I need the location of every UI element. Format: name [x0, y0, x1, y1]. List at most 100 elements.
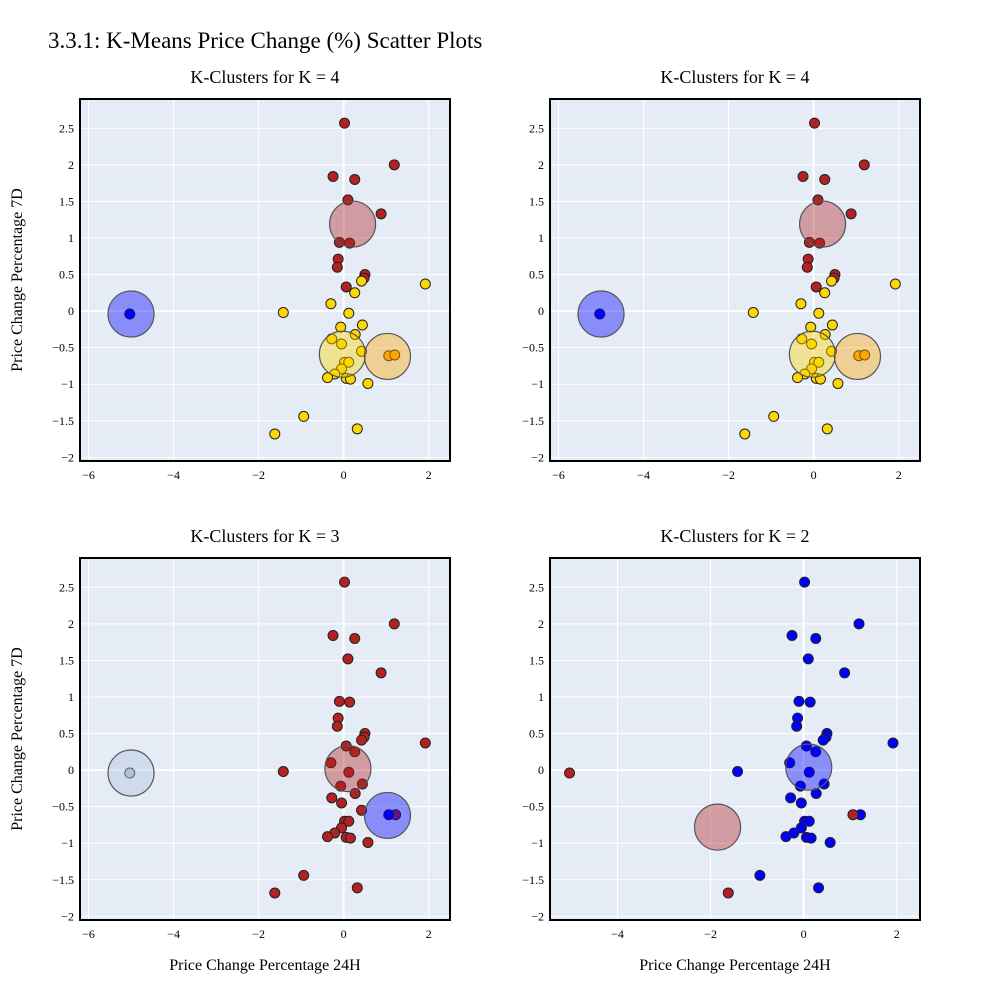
y-tick-label: 0: [538, 763, 544, 777]
x-tick-label: −6: [82, 468, 95, 482]
subplot-2: −6 −4 −2 0 2 −2 −1.5 −1 −0.5 0 0.5 1 1.5 2 2.5 K-Cluste…: [522, 67, 921, 482]
data-point: [810, 632, 822, 644]
y-tick-label: 0: [538, 304, 544, 318]
data-point: [343, 307, 355, 319]
y-tick-label: 0: [68, 763, 74, 777]
data-point: [343, 766, 355, 778]
data-point: [356, 319, 368, 331]
plot-area: [550, 99, 920, 461]
x-tick-label: 2: [426, 468, 432, 482]
y-tick-label: 0.5: [529, 727, 544, 741]
data-point: [813, 307, 825, 319]
data-point: [839, 667, 851, 679]
y-tick-label: 0.5: [59, 727, 74, 741]
y-tick-label: 1: [68, 231, 74, 245]
data-point: [336, 338, 348, 350]
data-point: [331, 720, 343, 732]
cluster-centroid: [324, 745, 372, 793]
x-tick-label: 2: [894, 927, 900, 941]
y-tick-label: 0.5: [529, 268, 544, 282]
data-point: [351, 882, 363, 894]
cluster-centroid: [318, 330, 367, 378]
data-point: [388, 618, 400, 630]
subplot-title: K-Clusters for K = 3: [190, 526, 339, 546]
data-point: [803, 815, 815, 827]
plot-area: [80, 99, 450, 461]
data-point: [389, 349, 401, 361]
data-point: [805, 832, 817, 844]
plot-frame: [549, 98, 921, 462]
data-point: [768, 410, 780, 422]
x-axis-label: Price Change Percentage 24H: [169, 957, 361, 974]
data-point: [349, 287, 361, 299]
data-point: [335, 321, 347, 333]
y-tick-label: −1.5: [522, 414, 544, 428]
data-point: [814, 237, 826, 249]
data-point: [322, 372, 334, 384]
data-point: [802, 653, 814, 665]
data-point: [813, 882, 825, 894]
marks: [107, 576, 431, 899]
y-tick-label: −1: [531, 836, 544, 850]
cluster-centroid: [107, 290, 155, 338]
cluster-centroid: [833, 332, 882, 381]
data-point: [269, 428, 281, 440]
data-point: [739, 428, 751, 440]
y-tick-label: −1.5: [52, 414, 74, 428]
x-tick-label: −4: [167, 927, 180, 941]
subplot-3: −6 −4 −2 0 2 −2 −1.5 −1 −0.5 0 0.5 1 1.5 2 2.5 K-Cluste…: [9, 526, 451, 974]
data-point: [277, 307, 289, 319]
marks: [564, 576, 899, 899]
data-point: [800, 740, 812, 752]
data-point: [339, 117, 351, 129]
data-point: [333, 695, 345, 707]
x-tick-label: −4: [167, 468, 180, 482]
data-point: [799, 576, 811, 588]
y-tick-label: 1: [68, 690, 74, 704]
subplot-title: K-Clusters for K = 4: [190, 67, 339, 87]
y-tick-label: 0: [68, 304, 74, 318]
data-point: [810, 281, 822, 293]
y-tick-label: 1: [538, 231, 544, 245]
data-point: [594, 308, 606, 320]
data-point: [124, 308, 136, 320]
data-point: [824, 836, 836, 848]
y-tick-label: 2.5: [59, 580, 74, 594]
subplot-4: −4 −2 0 2 −2 −1.5 −1 −0.5 0 0.5 1 1.5 2 2.5 K-Clusters…: [522, 526, 921, 974]
x-tick-label: −2: [722, 468, 735, 482]
data-point: [325, 298, 337, 310]
data-point: [327, 171, 339, 183]
data-point: [356, 275, 368, 287]
y-tick-label: −2: [531, 450, 544, 464]
data-point: [786, 630, 798, 642]
data-point: [277, 766, 289, 778]
data-point: [344, 696, 356, 708]
data-point: [343, 356, 355, 368]
data-point: [785, 792, 797, 804]
cluster-centroid: [577, 290, 625, 338]
cluster-centroid: [329, 200, 377, 248]
data-point: [342, 653, 354, 665]
y-tick-label: 2.5: [59, 121, 74, 135]
subplot-1: −6 −4 −2 0 2 −2 −1.5 −1 −0.5 0 0.5 1 1.5 2 2.5 K-Cluste…: [9, 67, 451, 482]
data-point: [795, 298, 807, 310]
x-tick-label: −2: [252, 927, 265, 941]
y-tick-label: 1.5: [529, 653, 544, 667]
x-tick-label: 0: [341, 468, 347, 482]
data-point: [349, 632, 361, 644]
data-point: [351, 423, 363, 435]
data-point: [780, 831, 792, 843]
y-axis-label: Price Change Percentage 7D: [9, 647, 26, 830]
y-tick-label: 1.5: [529, 194, 544, 208]
x-tick-label: −6: [82, 927, 95, 941]
data-point: [859, 349, 871, 361]
data-point: [795, 797, 807, 809]
y-tick-label: 0.5: [59, 268, 74, 282]
marks: [577, 117, 901, 440]
plot-frame: [79, 98, 451, 462]
data-point: [819, 287, 831, 299]
data-point: [362, 836, 374, 848]
data-point: [298, 410, 310, 422]
